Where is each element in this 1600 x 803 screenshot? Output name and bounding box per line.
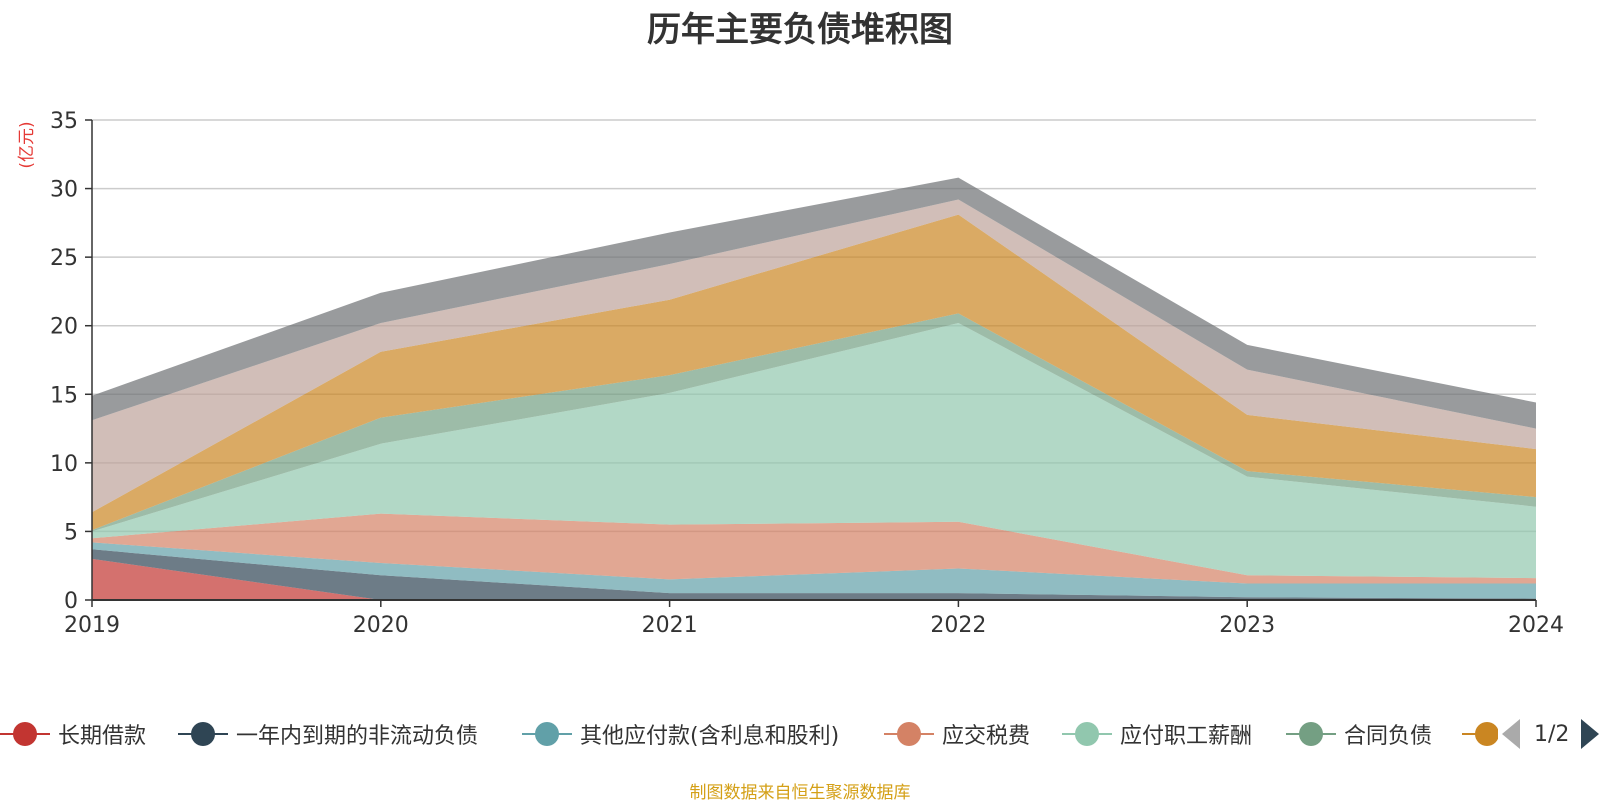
legend-item[interactable]: 其他应付款(含利息和股利) <box>522 716 839 752</box>
area-7[interactable] <box>92 214 1536 531</box>
legend-label: 其他应付款(含利息和股利) <box>580 724 840 749</box>
x-tick-label: 2023 <box>1219 613 1275 638</box>
legend-marker-dot <box>1299 722 1323 746</box>
legend-label: 应付职工薪酬 <box>1120 724 1253 749</box>
x-tick-label: 2024 <box>1508 613 1564 638</box>
legend-label: 长期借款 <box>58 724 147 749</box>
y-tick-label: 15 <box>50 383 78 408</box>
legend-page-indicator: 1/2 <box>1534 721 1570 747</box>
legend-item[interactable]: 一年内到期的非流动负债 <box>178 716 478 752</box>
legend-item[interactable]: 合同负债 <box>1286 716 1432 752</box>
area-4[interactable] <box>92 513 1536 584</box>
area-6[interactable] <box>92 313 1536 532</box>
legend-item[interactable]: 长期借款 <box>0 716 146 752</box>
y-tick-label: 0 <box>64 589 78 614</box>
area-9[interactable] <box>92 177 1536 429</box>
legend-marker-icon <box>178 719 228 749</box>
x-tick-label: 2019 <box>64 613 120 638</box>
x-tick-label: 2022 <box>930 613 986 638</box>
axes: 0 5 10 15 20 25 30 35 2019 2020 2021 2022 2023 2024 <box>50 109 1564 638</box>
chart-title: 历年主要负债堆积图 <box>647 10 953 50</box>
legend-next-page-icon[interactable] <box>1581 719 1600 749</box>
legend-marker-dot <box>535 722 559 746</box>
legend-pager: 1/2 <box>1498 716 1600 752</box>
area-3[interactable] <box>92 542 1536 599</box>
y-axis-unit-label: (亿元) <box>17 121 37 168</box>
data-source-note: 制图数据来自恒生聚源数据库 <box>689 783 911 803</box>
legend-marker-icon <box>1286 719 1336 749</box>
x-tick-label: 2020 <box>353 613 409 638</box>
area-series <box>92 177 1536 600</box>
y-tick-label: 20 <box>50 315 78 340</box>
legend: 长期借款 一年内到期的非流动负债 其他应付款(含利息和股利) 应交税费 应付职工薪酬 合同… <box>0 716 1600 756</box>
y-tick-label: 5 <box>64 520 78 545</box>
y-tick-label: 10 <box>50 452 78 477</box>
legend-marker-icon <box>1062 719 1112 749</box>
legend-marker-icon <box>0 719 50 749</box>
area-5[interactable] <box>92 323 1536 579</box>
area-1[interactable] <box>92 558 1536 600</box>
area-2[interactable] <box>92 549 1536 600</box>
legend-marker-icon <box>522 719 572 749</box>
y-tick-label: 25 <box>50 246 78 271</box>
legend-marker-icon <box>1462 719 1512 749</box>
y-tick-label: 30 <box>50 178 78 203</box>
legend-label: 应交税费 <box>942 724 1031 749</box>
legend-marker-icon <box>884 719 934 749</box>
legend-marker-dot <box>191 722 215 746</box>
x-tick-label: 2021 <box>642 613 698 638</box>
legend-marker-dot <box>897 722 921 746</box>
y-tick-label: 35 <box>50 109 78 134</box>
stacked-area-chart: 0 5 10 15 20 25 30 35 2019 2020 2021 2022 2023 2024 (… <box>17 109 1564 638</box>
legend-label: 合同负债 <box>1344 724 1433 749</box>
legend-item[interactable]: 应付职工薪酬 <box>1062 716 1252 752</box>
legend-marker-dot <box>13 722 37 746</box>
legend-item[interactable]: 应交税费 <box>884 716 1030 752</box>
legend-marker-dot <box>1075 722 1099 746</box>
legend-label: 一年内到期的非流动负债 <box>236 724 479 749</box>
legend-prev-page-icon[interactable] <box>1502 719 1520 749</box>
legend-marker-dot <box>1475 722 1499 746</box>
